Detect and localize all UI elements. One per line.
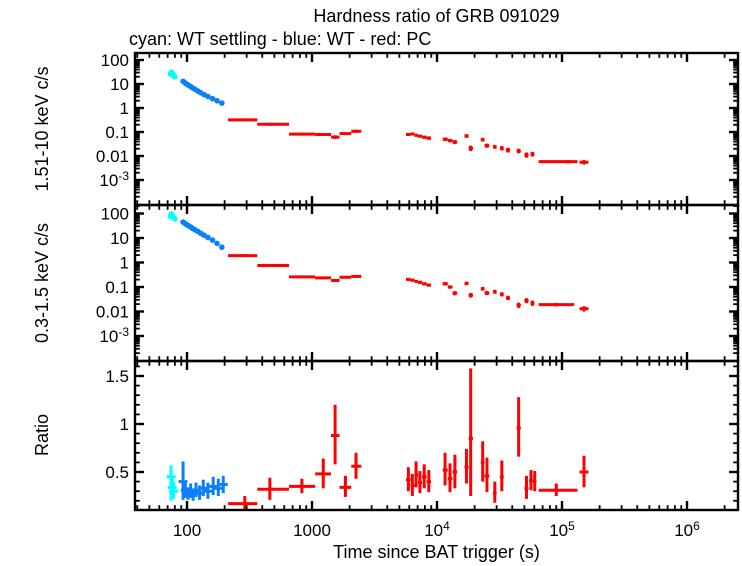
y-ticks [135,58,738,198]
x-ticks [136,53,726,205]
series-hard-band-blue [180,78,225,106]
y-tick-label: 10-3 [99,169,129,190]
data-point [172,216,178,222]
y-tick-label: 1.5 [105,367,129,386]
y-tick-label: 0.5 [105,463,129,482]
x-tick-label: 106 [674,519,700,540]
panel-ratio: 1.5 1 0.5 [105,359,740,512]
y-tick-label: 0.01 [96,303,129,322]
x-tick-label: 105 [549,519,575,540]
series-soft-band-blue [180,219,225,251]
data-point [214,240,220,247]
data-point [172,73,178,80]
y-tick-label: 1 [120,415,129,434]
y-tick-label: 0.01 [96,147,129,166]
figure-title: Hardness ratio of GRB 091029 [313,6,560,26]
panel-soft-band-marks [167,211,589,312]
y-tick-label: 0.1 [105,123,129,142]
panel-hard-band: 100 10 1 0.1 0.01 10-3 [96,51,740,207]
y-tick-label: 1 [120,99,129,118]
data-point [214,97,220,104]
y-tick-label: 10 [110,75,129,94]
x-tick-label: 100 [173,521,201,540]
data-point [219,100,225,106]
x-tick-label: 1000 [293,521,331,540]
y-tick-label: 0.1 [105,278,129,297]
x-tick-labels: 100 1000 104 105 106 [173,519,700,540]
y-tick-label: 100 [101,205,129,224]
x-ticks [136,361,726,510]
panel-frame [133,203,740,363]
series-soft-band-cyan [167,211,178,222]
y-ticks [135,365,738,502]
series-ratio-blue [178,461,228,501]
data-point [205,234,211,241]
y-axis-title-soft-band: 0.3-1.5 keV c/s [32,222,52,344]
panel-frame [133,51,740,207]
series-soft-band-red [228,254,589,312]
panel-frame [133,359,740,512]
x-ticks [136,205,726,361]
y-axis-title-hard-band: 1.51-10 keV c/s [32,66,52,192]
panel-hard-band-marks [167,69,589,165]
y-axis-title-ratio: Ratio [32,413,52,457]
data-point [209,237,216,243]
data-point [209,95,216,102]
series-hard-band-cyan [167,69,178,80]
panel-ratio-marks [166,368,589,510]
y-ticks [135,205,738,355]
y-tick-label: 10 [110,229,129,248]
panel-soft-band: 100 10 1 0.1 0.01 10-3 [96,203,740,363]
series-ratio-red [228,368,589,510]
series-hard-band-red [228,118,589,165]
series-ratio-cyan [166,465,179,501]
y-tick-label: 10-3 [99,325,129,346]
data-point [219,244,225,251]
y-tick-label: 100 [101,51,129,70]
y-tick-label: 1 [120,254,129,273]
color-legend-note: cyan: WT settling - blue: WT - red: PC [129,29,432,49]
x-axis-title: Time since BAT trigger (s) [333,542,540,562]
data-point [205,93,211,100]
x-tick-label: 104 [424,519,450,540]
